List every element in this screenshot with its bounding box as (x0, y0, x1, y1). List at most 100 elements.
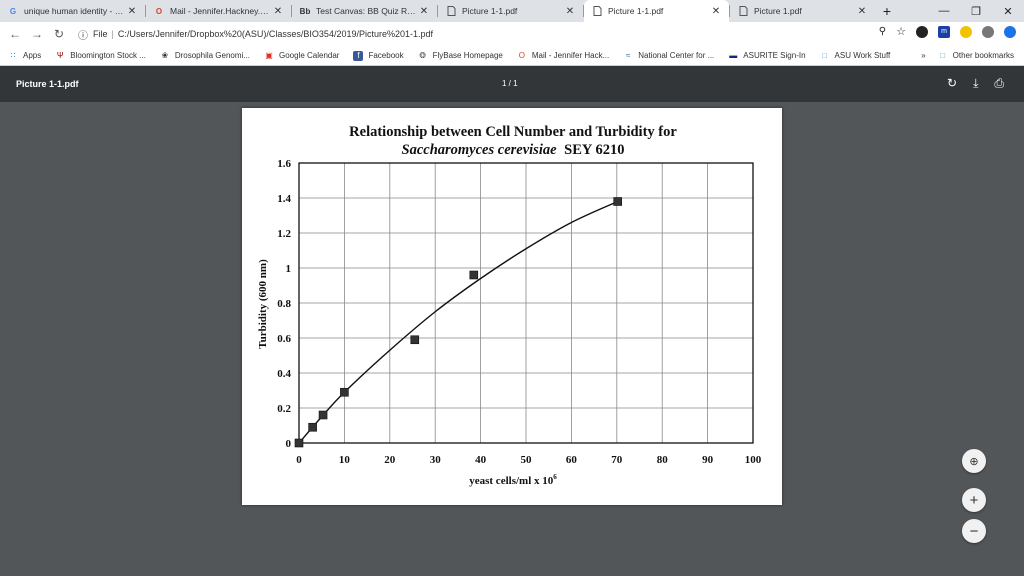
url-divider: | (111, 29, 114, 39)
address-bar[interactable]: ⓘ File | C:/Users/Jennifer/Dropbox%20(AS… (78, 25, 878, 43)
data-point (294, 438, 304, 448)
pdf-viewport[interactable]: Relationship between Cell Number and Tur… (0, 102, 1024, 576)
x-tick-label: 40 (475, 454, 487, 466)
data-point (469, 270, 479, 280)
y-tick-label: 0.6 (277, 333, 291, 345)
bookmark-item[interactable]: ▣ Google Calendar (264, 51, 339, 61)
chart-grid (298, 162, 754, 444)
document-icon (738, 6, 748, 16)
site-favicon-icon: Bb (299, 6, 311, 16)
rotate-icon[interactable]: ↻ (947, 76, 958, 90)
extension-people-icon[interactable] (982, 25, 994, 38)
fly-icon: ❀ (161, 51, 169, 60)
data-points (294, 197, 623, 448)
restore-icon[interactable]: ❐ (971, 5, 981, 18)
folder-icon: □ (940, 50, 946, 60)
tab-divider (437, 5, 438, 17)
y-axis-label: Turbidity (600 nm) (257, 259, 269, 349)
download-icon[interactable]: ⤓ (973, 76, 979, 90)
bookmark-item[interactable]: O Mail - Jennifer Hack... (517, 51, 609, 61)
pdf-toolbar: Picture 1-1.pdf 1 / 1 ↻ ⤓ ⎙ (0, 66, 1024, 102)
tab-close-icon[interactable]: ✕ (273, 5, 283, 17)
zoom-in-button[interactable]: + (962, 488, 986, 512)
x-tick-label: 60 (566, 454, 578, 466)
pdf-actions: ↻ ⤓ ⎙ (947, 76, 1004, 91)
other-bookmarks[interactable]: □ Other bookmarks (938, 50, 1014, 60)
tab-close-icon[interactable]: ✕ (565, 5, 575, 17)
new-tab-icon[interactable]: + (882, 3, 892, 19)
bookmark-item[interactable]: ∷ Apps (8, 51, 41, 61)
window-controls: — ❐ ✕ (928, 0, 1024, 22)
pdf-page: Relationship between Cell Number and Tur… (242, 108, 782, 505)
y-tick-label: 0 (286, 438, 292, 450)
tab-divider (291, 5, 292, 17)
y-tick-label: 1.4 (277, 193, 291, 205)
tab-close-icon[interactable]: ✕ (711, 5, 721, 17)
minimize-icon[interactable]: — (938, 5, 950, 17)
bookmark-item[interactable]: □ ASU Work Stuff (820, 51, 891, 61)
extension-m-icon[interactable]: m (938, 25, 950, 38)
fit-page-button[interactable]: ⊕ (962, 449, 986, 473)
browser-tab[interactable]: Picture 1.pdf ✕ (730, 0, 875, 22)
reload-icon[interactable]: ↻ (53, 27, 65, 41)
pdf-title: Picture 1-1.pdf (16, 79, 79, 89)
document-icon (592, 6, 602, 16)
tab-divider (583, 5, 584, 17)
tab-close-icon[interactable]: ✕ (419, 5, 429, 17)
tab-title: Picture 1-1.pdf (608, 6, 664, 16)
extension-blue-icon[interactable] (1004, 25, 1016, 38)
browser-tab[interactable]: O Mail - Jennifer.Hackney.1@a ✕ (146, 0, 291, 22)
y-tick-labels: 0 0.2 0.4 0.6 0.8 1 1.2 1.4 1.6 (277, 158, 291, 450)
star-icon[interactable]: ☆ (896, 26, 906, 38)
tab-divider (145, 5, 146, 17)
bookmark-label: ASU Work Stuff (834, 51, 891, 60)
toolbar-actions: ⚲ ☆ m (879, 25, 1016, 38)
browser-tab[interactable]: Bb Test Canvas: BB Quiz RNA A ✕ (292, 0, 437, 22)
data-point (340, 387, 349, 397)
zoom-icon[interactable]: ⚲ (878, 26, 887, 37)
x-axis-label-exponent: 6 (553, 473, 557, 481)
print-icon[interactable]: ⎙ (994, 76, 1004, 90)
bookmark-item[interactable]: ▬ ASURITE Sign-In (728, 51, 805, 61)
x-tick-label: 90 (702, 454, 714, 466)
browser-tab[interactable]: Picture 1-1.pdf ✕ (438, 0, 583, 22)
x-tick-label: 80 (657, 454, 669, 466)
tab-close-icon[interactable]: ✕ (127, 5, 137, 17)
extension-yellow-icon[interactable] (960, 25, 972, 38)
back-icon[interactable]: ← (9, 27, 21, 41)
y-tick-label: 0.2 (277, 403, 291, 415)
flybase-icon: ❂ (419, 51, 426, 60)
y-tick-label: 1.6 (277, 158, 291, 170)
bookmark-item[interactable]: Ψ Bloomington Stock ... (55, 51, 146, 61)
forward-icon[interactable]: → (31, 27, 43, 41)
url-text[interactable]: C:/Users/Jennifer/Dropbox%20(ASU)/Classe… (117, 29, 434, 39)
bookmark-item[interactable]: ❂ FlyBase Homepage (418, 51, 503, 61)
tab-title: Picture 1.pdf (754, 6, 802, 16)
bookmark-item[interactable]: ❀ Drosophila Genomi... (160, 51, 250, 61)
extension-dark-icon[interactable] (916, 25, 928, 38)
data-point (410, 335, 420, 345)
x-tick-label: 10 (339, 454, 351, 466)
bookmark-label: Drosophila Genomi... (174, 51, 250, 60)
chart-title-strain: SEY 6210 (564, 142, 624, 158)
chart-title-line2: Saccharomyces cerevisiae SEY 6210 (402, 142, 625, 158)
tab-close-icon[interactable]: ✕ (857, 5, 867, 17)
tab-title: Test Canvas: BB Quiz RNA A (316, 6, 419, 16)
close-window-icon[interactable]: ✕ (1003, 5, 1013, 18)
bookmarks-overflow[interactable]: » (921, 50, 926, 60)
browser-tab[interactable]: Picture 1-1.pdf ✕ (584, 0, 729, 22)
info-icon[interactable]: ⓘ (78, 30, 88, 42)
folder-icon: □ (822, 51, 827, 60)
bookmark-label: Facebook (368, 51, 404, 60)
facebook-icon: f (353, 50, 364, 61)
data-point (613, 197, 623, 206)
x-tick-label: 20 (384, 454, 396, 466)
tab-title: Picture 1-1.pdf (462, 6, 518, 16)
x-tick-label: 70 (611, 454, 623, 466)
bookmark-item[interactable]: ≈ National Center for ... (623, 51, 714, 61)
bookmark-item[interactable]: f Facebook (353, 50, 404, 61)
x-tick-labels: 0 10 20 30 40 50 60 70 80 90 100 (296, 454, 762, 466)
zoom-out-button[interactable]: − (962, 519, 986, 543)
navigation-bar: ← → ↻ ⓘ File | C:/Users/Jennifer/Dropbox… (0, 22, 1024, 46)
